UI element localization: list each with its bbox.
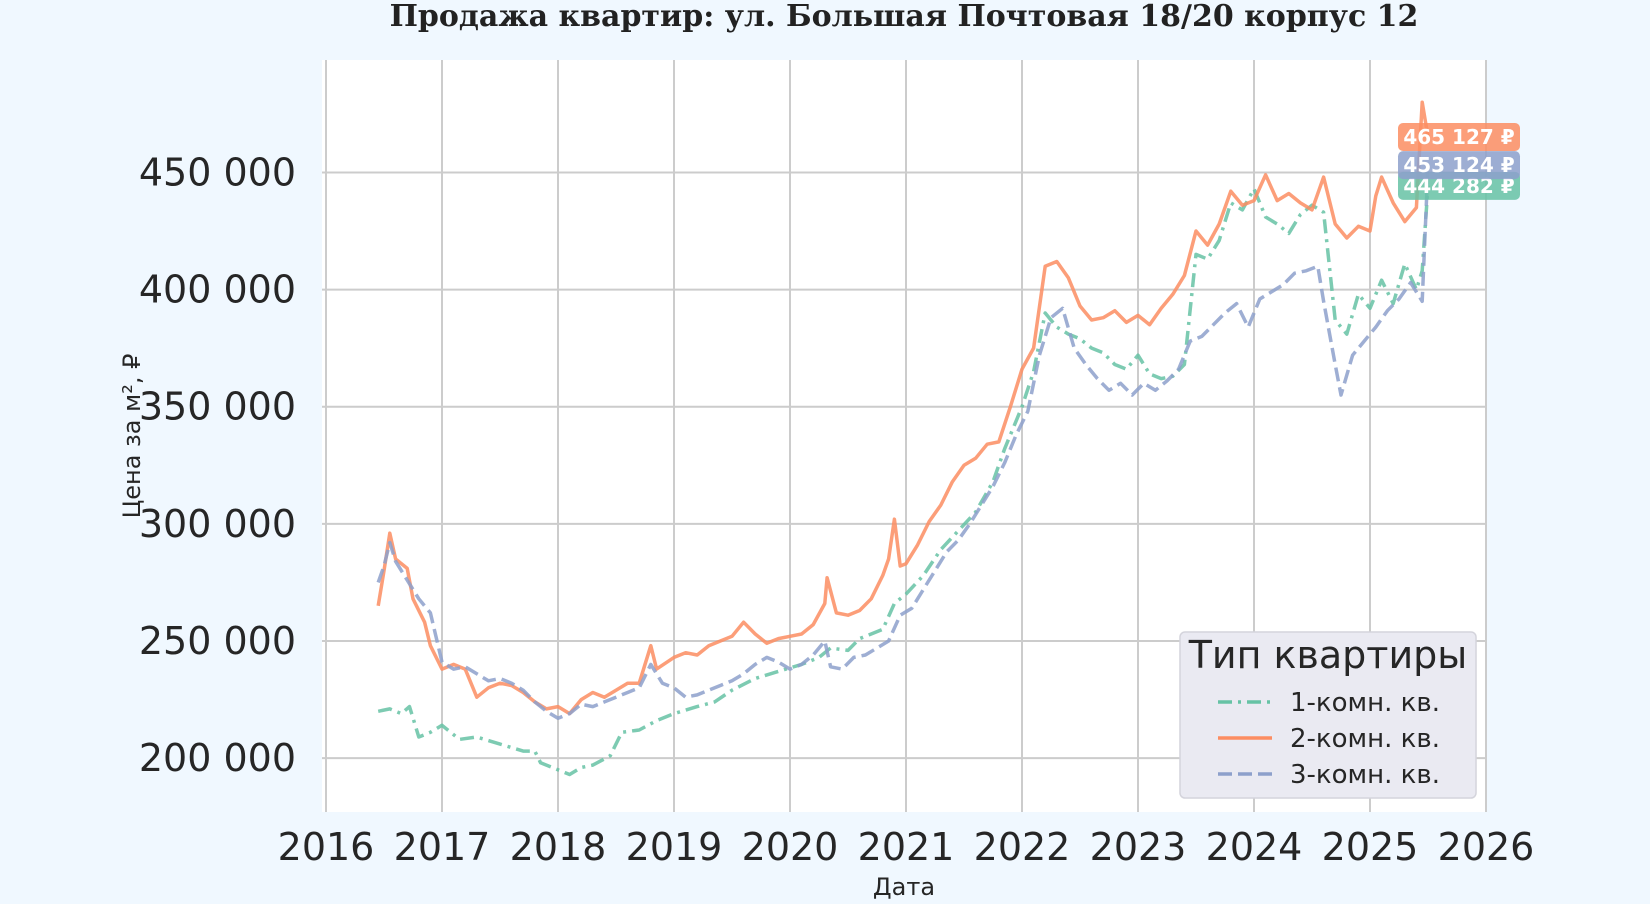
- grid: [322, 60, 1487, 812]
- legend-title: Тип квартиры: [1188, 633, 1468, 677]
- x-tick-label: 2024: [1206, 825, 1303, 869]
- y-tick-label: 250 000: [139, 619, 296, 663]
- legend-item-label: 3-комн. кв.: [1290, 760, 1440, 790]
- end-label-badge: [1398, 123, 1520, 152]
- series-line: [376, 165, 1430, 721]
- y-tick-label: 400 000: [139, 268, 296, 312]
- x-axis-label: Дата: [873, 873, 935, 900]
- legend-items: 1-комн. кв. 2-комн. кв. 3-комн. кв.: [1218, 688, 1440, 790]
- x-axis-ticks: 2016 2017 2018 2019 2020 2021 2022 2023 2024 2025…: [278, 825, 1535, 869]
- y-axis-label: Цена за м², ₽: [118, 354, 146, 519]
- end-label-text: 453 124 ₽: [1403, 153, 1514, 177]
- x-tick-label: 2019: [626, 825, 723, 869]
- legend-item-label: 1-комн. кв.: [1290, 688, 1440, 718]
- end-label-text: 465 127 ₽: [1403, 125, 1514, 149]
- y-tick-label: 450 000: [139, 150, 296, 194]
- chart-title: Продажа квартир: ул. Большая Почтовая 18…: [390, 0, 1419, 34]
- legend-box: [1179, 631, 1477, 799]
- y-tick-label: 350 000: [139, 385, 296, 429]
- x-tick-label: 2023: [1090, 825, 1187, 869]
- end-label-badge: [1398, 151, 1520, 180]
- y-tick-label: 300 000: [139, 502, 296, 546]
- x-tick-label: 2020: [742, 825, 839, 869]
- x-tick-label: 2025: [1322, 825, 1419, 869]
- legend: Тип квартиры 1-комн. кв. 2-комн. кв. 3-ком…: [1179, 631, 1477, 799]
- x-tick-label: 2026: [1438, 825, 1535, 869]
- x-tick-label: 2018: [510, 825, 607, 869]
- x-tick-label: 2017: [394, 825, 491, 869]
- end-labels: 444 282 ₽465 127 ₽453 124 ₽: [1398, 123, 1520, 200]
- y-axis-ticks: 200 000 250 000 300 000 350 000 400 000 450 0…: [139, 150, 296, 780]
- x-tick-label: 2016: [278, 825, 375, 869]
- y-tick-label: 200 000: [139, 736, 296, 780]
- series-lines: [376, 100, 1430, 777]
- legend-item-label: 2-комн. кв.: [1290, 724, 1440, 754]
- x-tick-label: 2021: [858, 825, 955, 869]
- x-tick-label: 2022: [974, 825, 1071, 869]
